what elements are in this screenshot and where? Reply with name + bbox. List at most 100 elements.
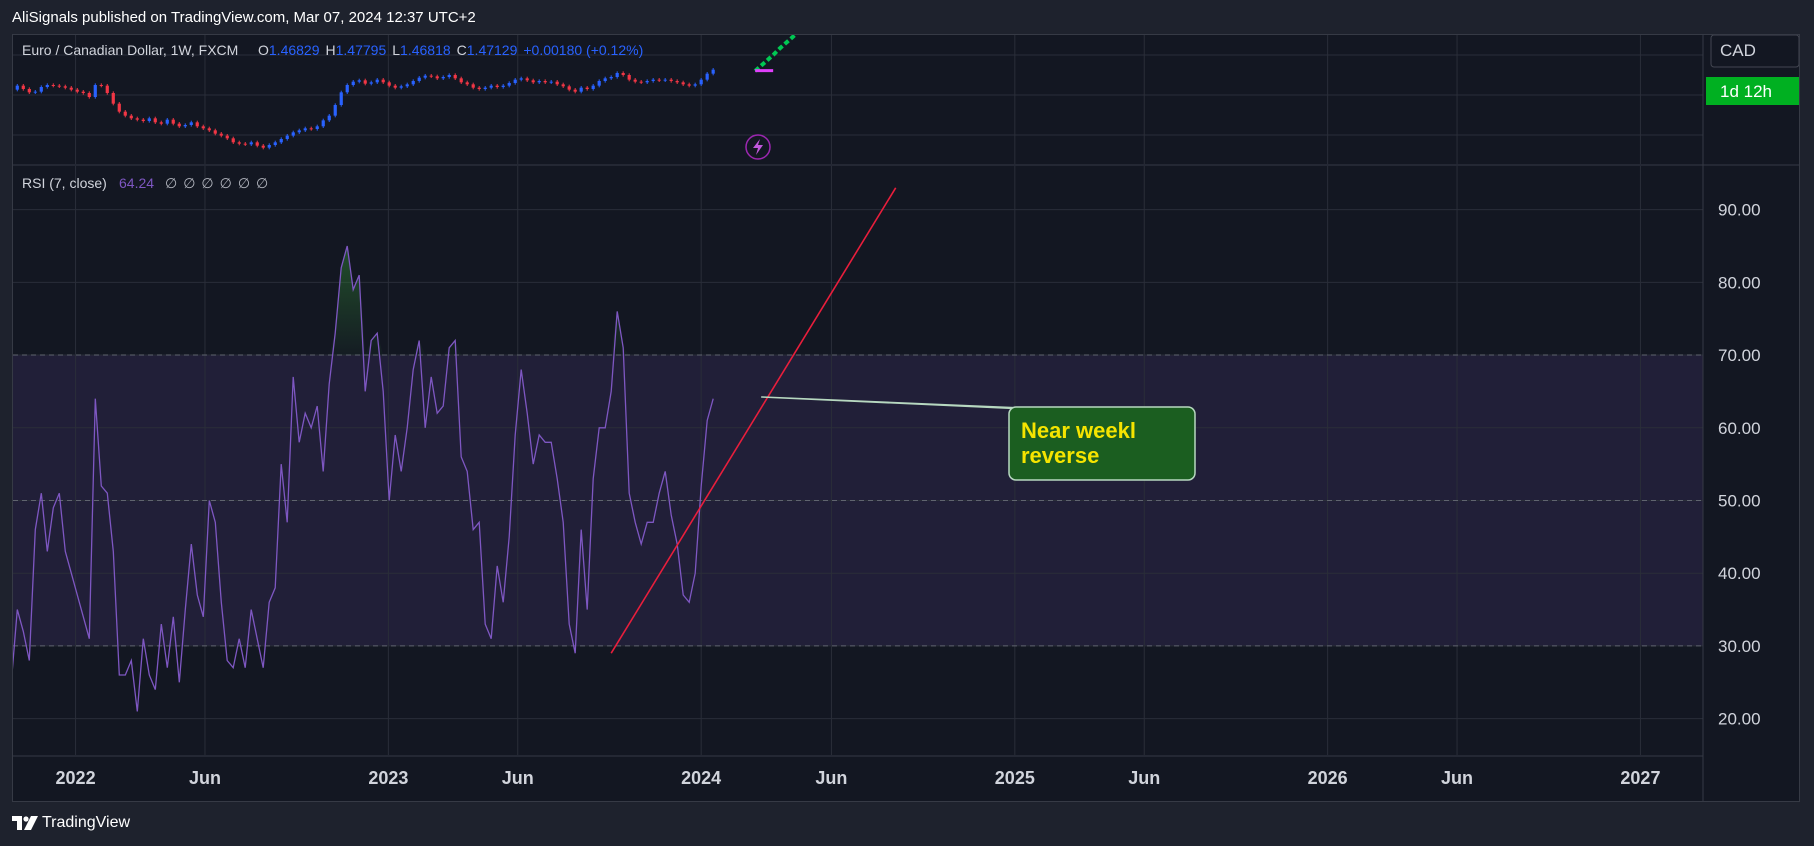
candle-body [27, 89, 31, 93]
candle-body [555, 81, 559, 85]
candle-body [129, 115, 133, 119]
x-tick-label: Jun [1441, 768, 1473, 788]
open-value: 1.46829 [269, 42, 320, 58]
y-tick-label: 80.00 [1718, 273, 1761, 292]
tradingview-brand: TradingView [42, 814, 131, 831]
candle-body [681, 82, 685, 85]
candle-body [303, 128, 307, 131]
candle-body [513, 79, 517, 83]
candle-body [423, 75, 427, 78]
candle-body [531, 80, 535, 83]
currency-label: CAD [1720, 41, 1756, 60]
candle-body [39, 87, 43, 92]
price-pane-background [13, 35, 1703, 165]
rsi-legend-value: 64.24 [119, 175, 154, 191]
candle-body [483, 87, 487, 89]
candle-body [453, 75, 457, 79]
x-tick-label: Jun [1128, 768, 1160, 788]
candle-body [285, 135, 289, 139]
rsi-pane: RSI (7, close) 64.24 ∅ ∅ ∅ ∅ ∅ ∅ Near weekl r… [13, 166, 1703, 755]
candle-body [51, 85, 55, 86]
candle-body [543, 81, 547, 83]
candle-body [591, 85, 595, 89]
candle-body [255, 142, 259, 146]
close-value: 1.47129 [467, 42, 518, 58]
candle-body [279, 139, 283, 143]
x-tick-label: Jun [815, 768, 847, 788]
candle-body [387, 82, 391, 86]
candle-body [537, 81, 541, 83]
candle-body [369, 82, 373, 84]
annotation-callout[interactable]: Near weekl reverse [761, 396, 1196, 481]
candle-body [15, 85, 19, 90]
candle-body [33, 91, 37, 93]
x-tick-label: Jun [502, 768, 534, 788]
candle-body [417, 77, 421, 81]
candle-body [21, 85, 25, 89]
price-projection [753, 35, 798, 73]
rsi-trendline[interactable] [610, 187, 897, 654]
time-axis[interactable]: 2022 Jun 2023 Jun 2024 Jun 2025 Jun 2026 Jun 2027 [56, 768, 1661, 788]
candle-body [321, 120, 325, 127]
x-tick-label: 2027 [1620, 768, 1660, 788]
candle-body [105, 85, 109, 93]
candle-body [405, 84, 409, 87]
rsi-legend-title: RSI (7, close) [22, 175, 107, 191]
x-tick-label: 2025 [995, 768, 1035, 788]
candle-body [189, 122, 193, 125]
candle-body [243, 143, 247, 145]
candle-body [111, 93, 115, 104]
candle-body [675, 81, 679, 83]
candle-body [573, 89, 577, 92]
candle-body [381, 79, 385, 83]
candle-body [249, 142, 253, 145]
candle-body [93, 85, 97, 97]
y-tick-label: 60.00 [1718, 419, 1761, 438]
candle-body [309, 128, 313, 130]
candle-body [609, 77, 613, 79]
candle-body [273, 142, 277, 145]
countdown-label: 1d 12h [1720, 82, 1772, 101]
candle-body [171, 119, 175, 124]
rsi-scale[interactable]: 20.00 30.00 40.00 50.00 60.00 70.00 80.00 90.00 [1718, 201, 1761, 729]
lightning-icon[interactable] [745, 134, 771, 160]
candle-body [207, 128, 211, 131]
candle-body [351, 81, 355, 85]
candle-body [597, 81, 601, 86]
candle-body [363, 80, 367, 84]
callout-box [1008, 406, 1196, 481]
candle-body [669, 79, 673, 81]
tradingview-icon [12, 816, 38, 830]
candle-body [615, 73, 619, 77]
candle-body [579, 87, 583, 92]
candle-body [315, 126, 319, 129]
x-tick-label: 2024 [681, 768, 721, 788]
chart-area[interactable]: Euro / Canadian Dollar, 1W, FXCM O1.4682… [12, 34, 1800, 802]
y-tick-label: 40.00 [1718, 564, 1761, 583]
publish-caption: AliSignals published on TradingView.com,… [12, 9, 476, 26]
candle-body [435, 76, 439, 79]
candle-body [693, 84, 697, 86]
x-tick-label: 2026 [1308, 768, 1348, 788]
candle-body [333, 105, 337, 116]
candle-body [411, 81, 415, 85]
candle-body [663, 79, 667, 81]
high-value: 1.47795 [336, 42, 387, 58]
candle-body [195, 122, 199, 127]
price-candles [15, 68, 715, 150]
rsi-legend-empty-values: ∅ ∅ ∅ ∅ ∅ ∅ [165, 175, 268, 191]
candle-body [549, 81, 553, 83]
candle-body [45, 85, 49, 87]
chart-canvas[interactable]: Euro / Canadian Dollar, 1W, FXCM O1.4682… [13, 35, 1800, 802]
candle-body [177, 123, 181, 127]
y-tick-label: 30.00 [1718, 637, 1761, 656]
candle-body [429, 75, 433, 77]
candle-body [81, 91, 85, 93]
candle-body [567, 86, 571, 90]
candle-body [603, 78, 607, 81]
low-value: 1.46818 [400, 42, 451, 58]
candle-body [621, 73, 625, 75]
tradingview-logo[interactable]: TradingView [12, 814, 130, 832]
candle-body [267, 145, 271, 148]
currency-selector[interactable]: CAD [1710, 35, 1799, 68]
